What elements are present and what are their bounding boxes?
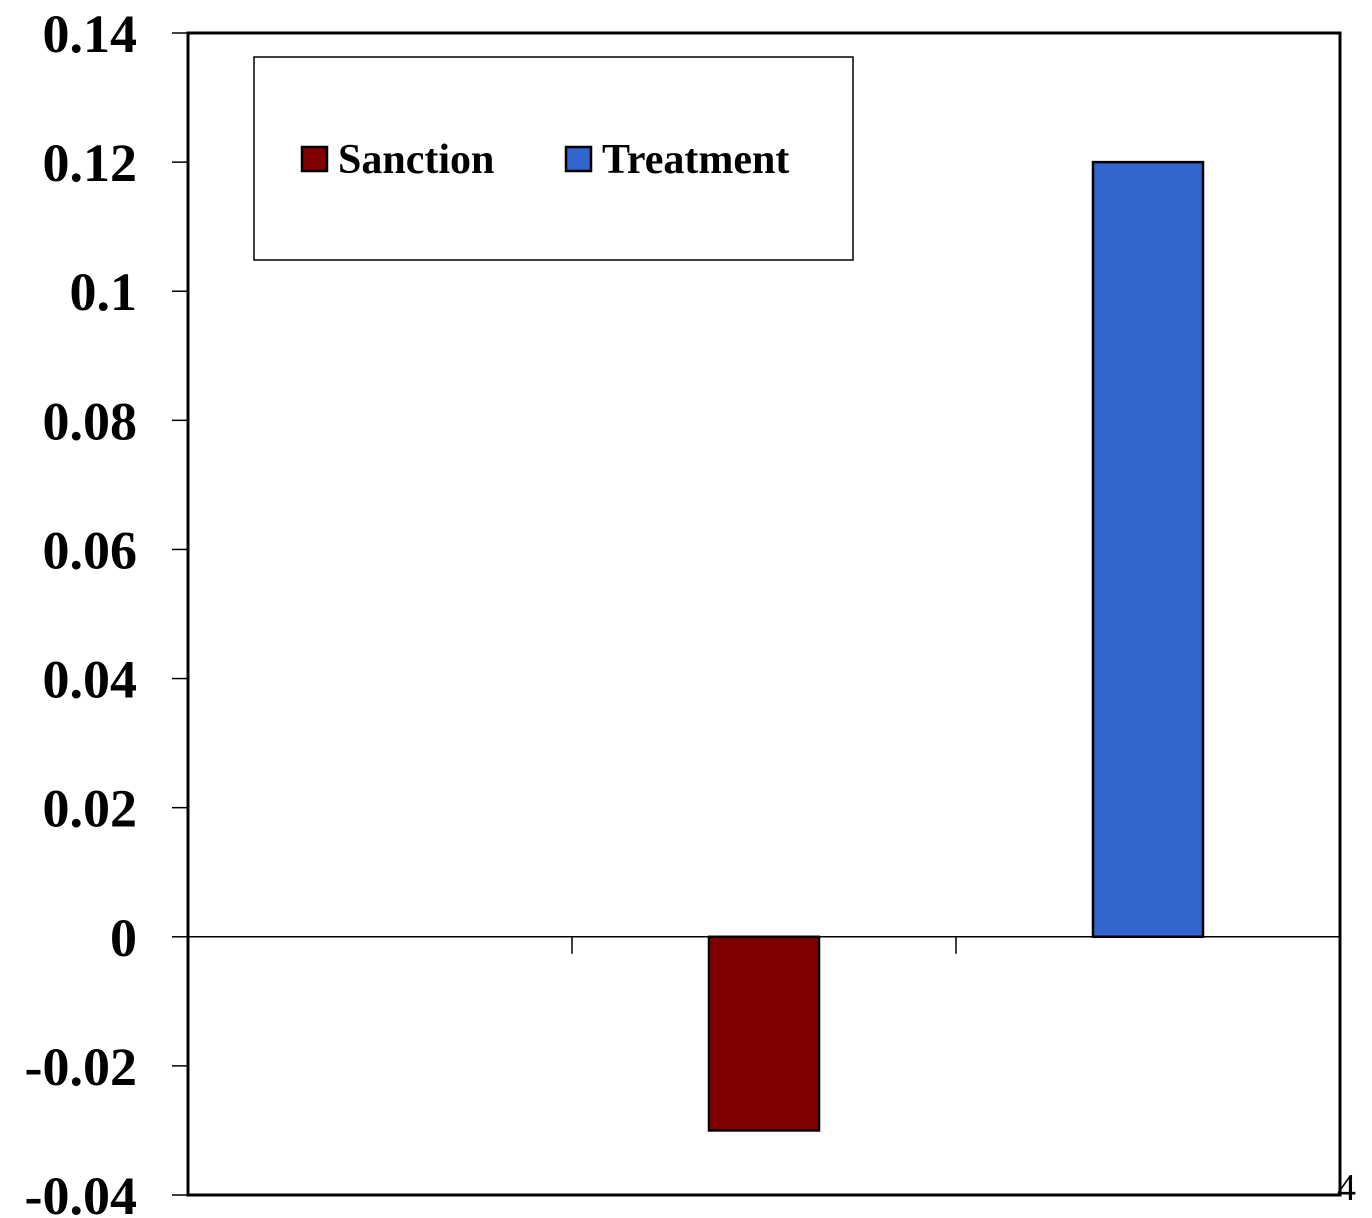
legend-label-sanction: Sanction [338,137,494,183]
legend: Sanction Treatment [253,56,854,261]
legend-box [253,56,854,261]
bar-sanction [707,935,821,1132]
legend-label-treatment: Treatment [602,137,789,183]
y-tick-label: 0 [110,908,137,968]
legend-swatch-sanction [300,145,329,173]
y-tick-label: 0.06 [43,520,138,580]
bar-treatment [1091,160,1205,939]
plot-area-frame [186,31,1342,1197]
y-tick-label: 0.02 [43,779,138,839]
y-tick-label: 0.08 [43,391,138,451]
y-tick-label: 0.04 [43,650,138,710]
y-tick-label: 0.14 [43,4,138,64]
x-axis-ticks [571,936,957,954]
bars [707,160,1205,1132]
y-tick-label: 0.1 [70,262,138,322]
legend-swatch-treatment [564,145,593,173]
y-tick-label: -0.04 [25,1166,137,1218]
y-tick-label: 0.12 [43,133,138,193]
y-axis-ticks: -0.04 -0.02 0 0.02 0.04 0.06 0.08 0.1 0.12 0.14 [25,4,188,1218]
y-tick-label: -0.02 [25,1037,137,1097]
page-number: 4 [1337,1167,1356,1209]
